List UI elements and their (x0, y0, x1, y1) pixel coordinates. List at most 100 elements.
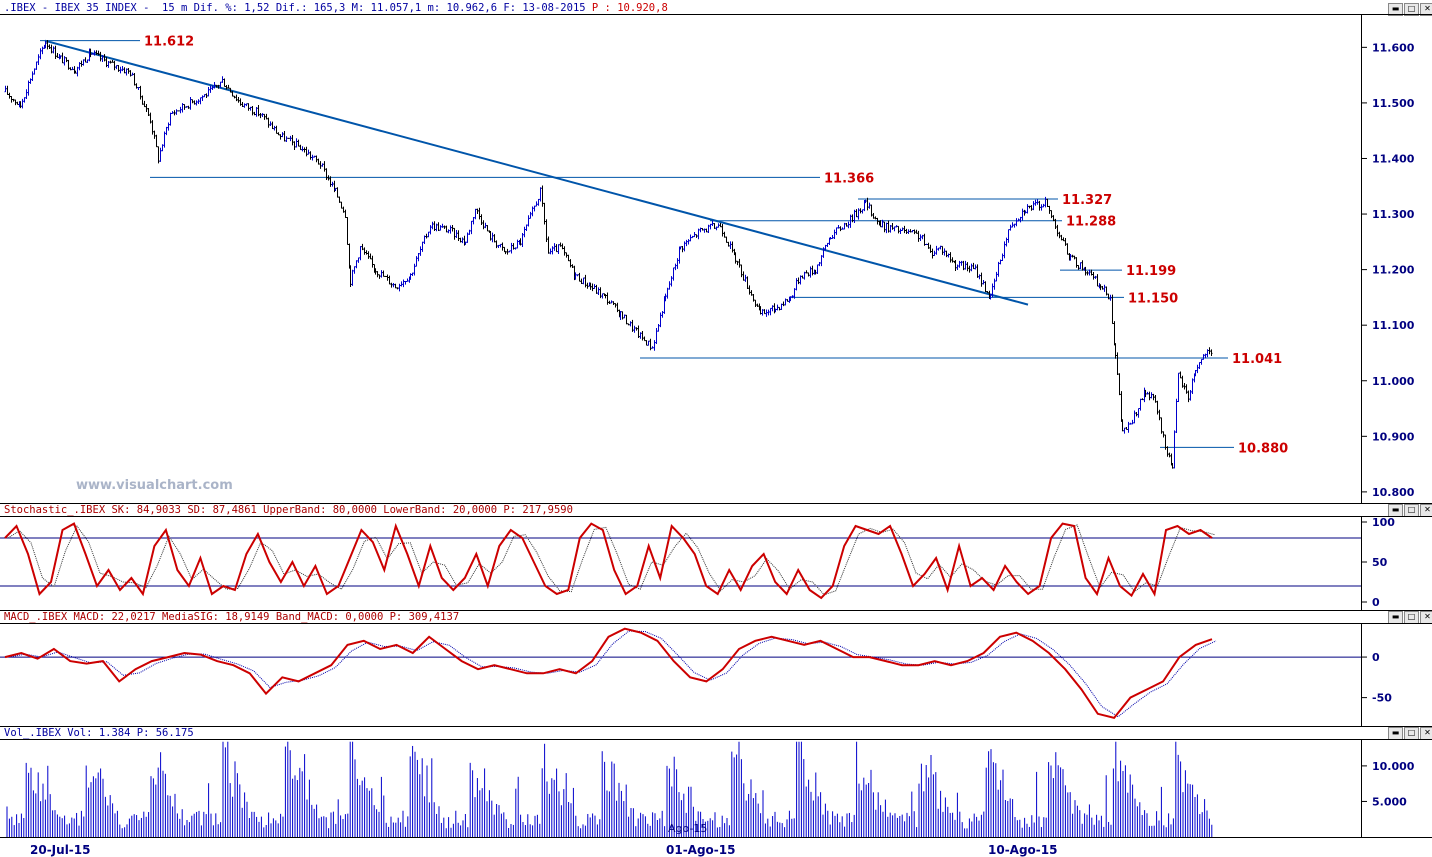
candle (449, 225, 452, 234)
candle (37, 54, 40, 66)
candle (495, 240, 498, 249)
candle (738, 258, 741, 268)
candle (336, 187, 339, 198)
candle (799, 275, 802, 285)
candle (870, 204, 873, 217)
minimize-icon[interactable]: ▬ (1388, 504, 1403, 517)
candle (631, 319, 634, 332)
candle (1054, 218, 1057, 230)
candle (369, 253, 372, 260)
price-pane[interactable]: .IBEX - IBEX 35 INDEX - 15 m Dif. %: 1,5… (0, 0, 1432, 503)
candle (771, 305, 774, 312)
candle (415, 256, 418, 267)
candle (1003, 241, 1006, 259)
candle (925, 243, 928, 246)
candle (707, 224, 710, 233)
candle (510, 242, 513, 254)
candle (233, 95, 236, 99)
y-tick-label: 11.500 (1372, 97, 1415, 110)
candle (103, 54, 106, 62)
candle (443, 225, 446, 229)
candle (776, 304, 779, 311)
candle (1040, 204, 1043, 211)
candle (533, 205, 536, 212)
candle (1135, 411, 1138, 417)
candle (97, 50, 100, 56)
candle (1202, 354, 1205, 360)
candle (901, 227, 904, 232)
candle (604, 294, 607, 299)
candle (701, 228, 704, 231)
candle (1111, 294, 1114, 325)
candle (243, 103, 246, 108)
stochastic-pane[interactable]: Stochastic_.IBEX SK: 84,9033 SD: 87,4861… (0, 504, 1432, 610)
volume-chart[interactable] (0, 727, 1361, 837)
macd-y-axis[interactable]: -50 0 (1361, 623, 1432, 726)
candle (746, 276, 749, 290)
y-tick-label: 10.900 (1372, 430, 1415, 443)
stochastic-y-axis[interactable]: 0 50 100 (1361, 516, 1432, 610)
candle (474, 208, 477, 220)
candle (744, 274, 747, 282)
candle (616, 302, 619, 313)
candle (251, 106, 254, 116)
macd-chart[interactable] (0, 611, 1361, 726)
maximize-icon[interactable]: □ (1404, 3, 1419, 16)
volume-y-axis[interactable]: 5.000 10.000 (1361, 739, 1432, 837)
stochastic-chart[interactable] (0, 504, 1361, 610)
candle (1133, 410, 1136, 424)
candle (861, 209, 864, 214)
x-label-mid-ago: Ago-15 (668, 822, 708, 835)
candle (1092, 271, 1095, 280)
candle (761, 309, 764, 316)
price-y-axis[interactable]: 10.800 10.900 11.000 11.100 11.200 11.300 11.4… (1361, 14, 1432, 503)
candle (711, 220, 714, 226)
candle (639, 332, 642, 339)
candle (1013, 223, 1016, 228)
close-icon[interactable]: ✕ (1420, 3, 1432, 16)
candle (599, 287, 602, 299)
candle (476, 208, 479, 214)
stochastic-header: Stochastic_.IBEX SK: 84,9033 SD: 87,4861… (4, 504, 573, 516)
candle (653, 340, 656, 351)
candle (1114, 343, 1117, 359)
candle (348, 243, 351, 269)
candle (338, 196, 341, 203)
candle (50, 44, 53, 54)
volume-header-divider (0, 739, 1432, 740)
candle (84, 57, 87, 63)
level-label: 10.880 (1238, 441, 1288, 456)
candle (388, 275, 391, 285)
x-axis-line (0, 837, 1432, 838)
candle (789, 296, 792, 302)
candle (65, 57, 68, 63)
candle (423, 235, 426, 244)
candle (769, 307, 772, 316)
candle (947, 253, 950, 258)
candle (193, 100, 196, 105)
candle (127, 68, 130, 74)
minimize-icon[interactable]: ▬ (1388, 3, 1403, 16)
candle (889, 224, 892, 233)
candle (791, 295, 794, 299)
candle (291, 135, 294, 146)
macd-pane[interactable]: MACD_.IBEX MACD: 22,0217 MediaSIG: 18,91… (0, 611, 1432, 726)
candle (1125, 426, 1128, 430)
candle (16, 101, 19, 105)
candle (685, 239, 688, 247)
volume-pane[interactable]: Vol_.IBEX Vol: 1.384 P: 56.175 5.000 10.0… (0, 727, 1432, 837)
level-label: 11.327 (1062, 193, 1112, 208)
candle (101, 55, 104, 62)
candle (903, 225, 906, 234)
candle (1129, 422, 1132, 425)
candle (972, 262, 975, 270)
candle (1109, 294, 1112, 301)
candle (429, 225, 432, 235)
candle (163, 131, 166, 148)
candle (48, 44, 51, 50)
price-chart[interactable]: 11.612 11.366 11.327 11.288 11.199 11.150 11.0… (0, 0, 1361, 503)
candle (661, 311, 664, 318)
y-tick-label: 11.200 (1372, 264, 1415, 277)
candle (1056, 224, 1059, 237)
candle (1038, 200, 1041, 211)
